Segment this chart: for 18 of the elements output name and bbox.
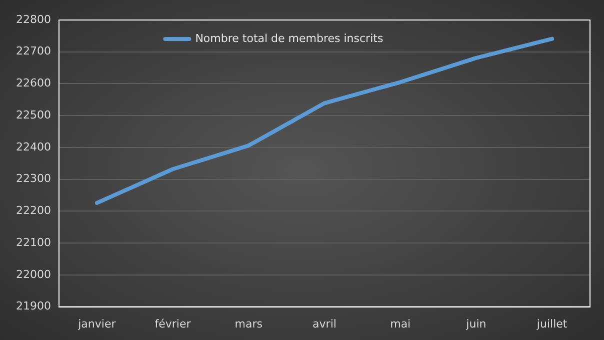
y-tick-label: 22800	[16, 12, 51, 26]
legend-label: Nombre total de membres inscrits	[195, 32, 384, 45]
x-tick-label: mars	[234, 317, 263, 330]
y-tick-label: 22100	[16, 236, 51, 249]
x-tick-label: janvier	[77, 317, 116, 330]
y-tick-label: 22300	[16, 172, 51, 186]
y-tick-label: 21900	[16, 300, 51, 313]
x-tick-label: mai	[390, 317, 411, 330]
x-tick-label: juillet	[536, 317, 568, 330]
x-tick-label: avril	[312, 317, 336, 330]
y-tick-label: 22700	[16, 44, 51, 58]
y-tick-label: 22400	[16, 140, 51, 154]
y-tick-label: 22000	[16, 268, 51, 281]
y-tick-label: 22200	[16, 204, 51, 218]
y-tick-label: 22600	[16, 76, 51, 90]
x-tick-label: février	[154, 317, 192, 330]
y-tick-label: 22500	[16, 108, 51, 122]
x-tick-label: juin	[465, 317, 486, 330]
